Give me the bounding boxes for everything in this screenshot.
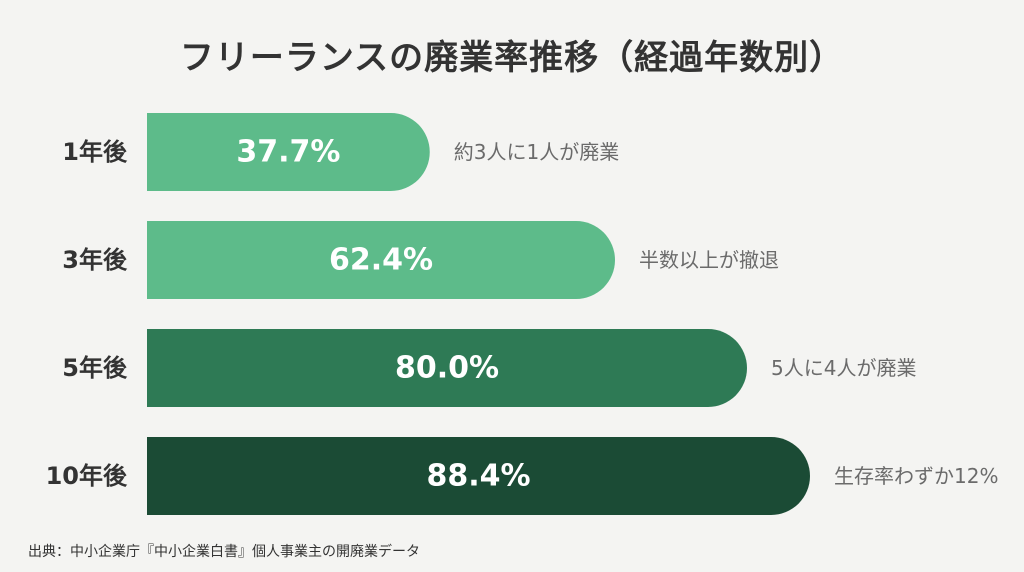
chart-title: フリーランスの廃業率推移（経過年数別）: [179, 38, 845, 78]
data-label: 80.0%: [395, 351, 499, 386]
category-label: 5年後: [62, 354, 128, 382]
data-label: 88.4%: [426, 459, 530, 494]
annotation: 約3人に1人が廃業: [454, 140, 619, 164]
bar: [147, 113, 430, 191]
annotation: 5人に4人が廃業: [771, 356, 916, 380]
data-label: 62.4%: [329, 243, 433, 278]
bar: [147, 221, 615, 299]
annotation: 半数以上が撤退: [639, 248, 779, 272]
data-label: 37.7%: [236, 135, 340, 170]
bar: [147, 329, 747, 407]
category-label: 1年後: [62, 138, 128, 166]
category-label: 10年後: [46, 462, 128, 490]
annotation: 生存率わずか12%: [834, 464, 998, 488]
bar: [147, 437, 810, 515]
source-note: 出典：中小企業庁『中小企業白書』個人事業主の開廃業データ: [28, 544, 420, 560]
category-label: 3年後: [62, 246, 128, 274]
